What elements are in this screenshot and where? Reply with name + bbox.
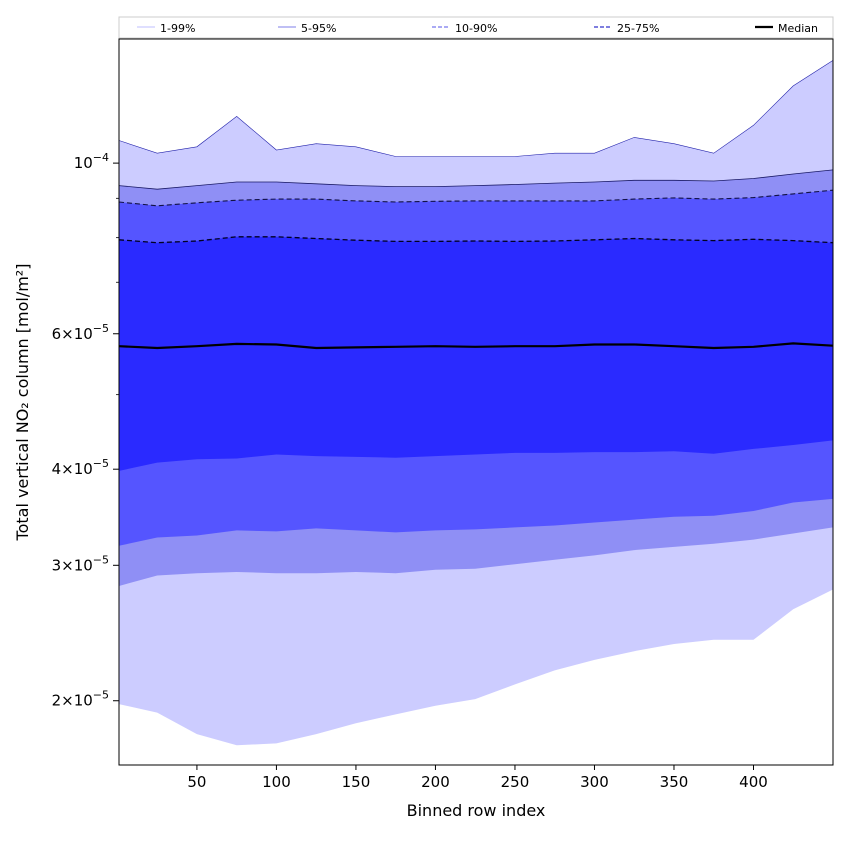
band-25-75% [119, 236, 833, 471]
legend-label-1: 5-95% [301, 22, 336, 35]
y-tick-label-4: 2×10−5 [52, 689, 109, 710]
y-tick-label-3: 3×10−5 [52, 553, 109, 574]
x-ticks: 50 100 150 200 250 300 350 400 [187, 765, 768, 791]
x-tick-label-50: 50 [187, 773, 206, 791]
legend-label-0: 1-99% [160, 22, 195, 35]
band-edge-1-99% [118, 60, 834, 157]
y-tick-label-0: 10−4 [74, 151, 109, 172]
x-axis-label: Binned row index [407, 801, 546, 820]
x-tick-label-150: 150 [342, 773, 371, 791]
median-line [118, 342, 834, 350]
y-tick-label-1: 6×10−5 [52, 322, 109, 343]
band-edge-5-95% [118, 169, 834, 190]
plot-frame [118, 38, 834, 766]
legend-box [118, 16, 834, 39]
x-tick-label-350: 350 [660, 773, 689, 791]
lines-layer [118, 60, 834, 350]
legend-label-2: 10-90% [455, 22, 497, 35]
bands-layer [119, 60, 833, 746]
legend-label-3: 25-75% [617, 22, 659, 35]
x-tick-label-250: 250 [501, 773, 530, 791]
y-tick-label-2: 4×10−5 [52, 457, 109, 478]
x-tick-label-200: 200 [421, 773, 450, 791]
x-tick-label-300: 300 [580, 773, 609, 791]
x-tick-label-100: 100 [262, 773, 291, 791]
band-edge-25-75% [118, 236, 834, 244]
y-ticks: 10−4 6×10−5 4×10−5 3×10−5 2×10−5 [52, 151, 119, 710]
band-edge-10-90% [118, 189, 834, 207]
x-tick-label-400: 400 [739, 773, 768, 791]
y-axis-label: Total vertical NO₂ column [mol/m²] [13, 264, 32, 542]
legend: 1-99% 5-95% 10-90% 25-75% Median [118, 16, 834, 39]
legend-label-4: Median [778, 22, 818, 35]
